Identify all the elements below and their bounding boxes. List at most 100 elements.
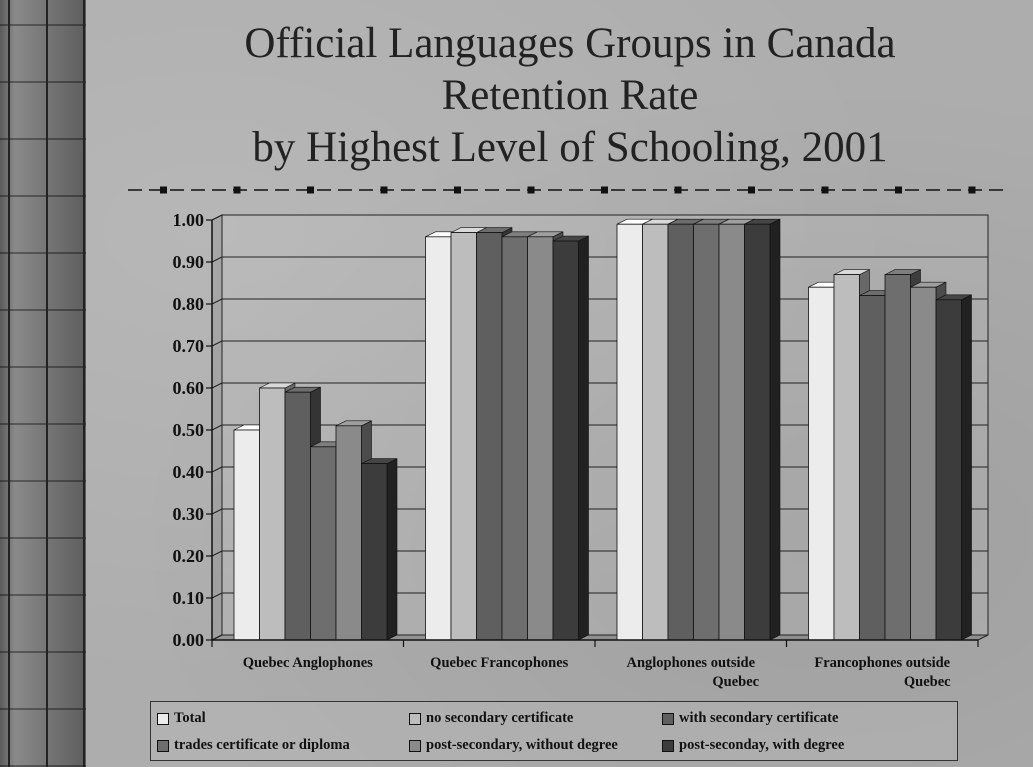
bar xyxy=(744,223,771,641)
x-tick-label: Quebec Anglophones xyxy=(243,655,373,671)
y-tick-label: 0.40 xyxy=(173,462,205,482)
x-tick-label: Francophones outside Quebec xyxy=(814,655,951,690)
legend-swatch xyxy=(157,739,169,752)
y-tick-label: 0.80 xyxy=(173,294,205,314)
bar-side xyxy=(769,218,781,641)
bar-side xyxy=(386,458,398,641)
divider-marker xyxy=(527,186,535,194)
legend-label: post-secondary, without degree xyxy=(426,737,618,753)
divider-marker xyxy=(307,186,314,194)
legend-item: post-seconday, with degree xyxy=(662,737,844,754)
gridline-depth xyxy=(211,550,223,557)
legend-label: with secondary certificate xyxy=(679,710,839,726)
y-tick-label: 0.20 xyxy=(173,546,205,566)
bar xyxy=(833,274,860,641)
x-tick-label-line: Anglophones outside xyxy=(626,655,755,671)
divider-marker xyxy=(895,186,902,194)
bar xyxy=(259,387,286,641)
gridline-depth xyxy=(211,424,223,431)
strip-line xyxy=(46,0,48,767)
bar-side xyxy=(578,235,589,641)
bar xyxy=(859,295,886,641)
legend-item: no secondary certificate xyxy=(409,710,573,727)
y-tick-label: 0.70 xyxy=(173,336,205,356)
legend-label: post-seconday, with degree xyxy=(679,737,845,753)
y-tick-label: 0.50 xyxy=(173,420,205,440)
legend-item: with secondary certificate xyxy=(662,710,838,727)
legend-label: trades certificate or diploma xyxy=(174,737,350,753)
gridline-depth xyxy=(211,214,223,221)
y-tick-label: 0.30 xyxy=(173,504,205,524)
y-tick-label: 0.00 xyxy=(173,630,205,650)
bar xyxy=(310,446,337,641)
bar xyxy=(425,236,452,641)
gridline-depth xyxy=(211,592,223,599)
gridline-depth xyxy=(211,298,223,305)
legend-item: trades certificate or diploma xyxy=(157,737,350,754)
gridline-depth xyxy=(211,508,223,515)
divider-marker xyxy=(821,186,829,194)
strip-line xyxy=(83,0,85,767)
divider-marker xyxy=(160,186,167,194)
legend-swatch xyxy=(662,712,674,725)
decorative-side-strip xyxy=(0,0,86,767)
divider-marker xyxy=(748,186,755,194)
x-tick-label-line: Quebec Anglophones xyxy=(243,655,373,671)
bar xyxy=(361,463,388,641)
legend-swatch xyxy=(409,712,421,725)
gridline-depth xyxy=(211,256,223,263)
title-line-2: Retention Rate xyxy=(441,72,699,119)
bar xyxy=(335,425,362,641)
x-tick-label-line: Quebec xyxy=(904,674,951,690)
bar xyxy=(642,223,669,641)
bar xyxy=(884,274,911,641)
gridline-depth xyxy=(211,466,223,473)
bar xyxy=(616,223,643,641)
divider-marker xyxy=(380,186,388,194)
bar xyxy=(935,299,962,641)
y-tick-label: 0.60 xyxy=(173,378,205,398)
divider-marker xyxy=(968,186,976,194)
x-tick-label: Quebec Francophones xyxy=(430,655,569,671)
gridline-depth xyxy=(211,634,223,641)
divider-marker xyxy=(233,186,241,194)
bar xyxy=(667,223,694,641)
bar xyxy=(718,223,745,641)
x-tick-label-line: Quebec Francophones xyxy=(430,655,569,671)
bar xyxy=(450,232,477,641)
bar xyxy=(552,240,579,641)
legend-label: no secondary certificate xyxy=(426,710,574,726)
legend-item: post-secondary, without degree xyxy=(409,737,618,754)
bar xyxy=(476,232,503,641)
title-line-3: by Highest Level of Schooling, 2001 xyxy=(252,124,888,171)
strip-line xyxy=(8,0,10,767)
legend-item: Total xyxy=(157,710,206,727)
y-tick-label: 1.00 xyxy=(173,210,205,230)
chart-legend: Total no secondary certificate with second… xyxy=(150,701,958,761)
slide-title: Official Languages Groups in Canada Rete… xyxy=(130,18,1010,174)
legend-label: Total xyxy=(174,710,206,726)
x-tick-label: Anglophones outside Quebec xyxy=(626,655,759,690)
divider-marker xyxy=(674,186,682,194)
gridline-depth xyxy=(211,340,223,347)
bar xyxy=(693,223,720,641)
x-tick-label-line: Quebec xyxy=(712,674,759,690)
divider-marker xyxy=(454,186,461,194)
y-tick-label: 0.90 xyxy=(173,252,205,272)
bar xyxy=(501,236,528,641)
title-divider xyxy=(128,186,1008,194)
legend-swatch xyxy=(662,739,674,752)
legend-swatch xyxy=(409,739,421,752)
bar xyxy=(910,286,937,641)
bar-side xyxy=(961,294,972,641)
legend-swatch xyxy=(157,712,169,725)
bar xyxy=(527,236,554,641)
bar xyxy=(284,391,311,641)
divider-marker xyxy=(601,186,608,194)
bar xyxy=(808,286,835,641)
gridline-depth xyxy=(211,382,223,389)
x-tick-label-line: Francophones outside xyxy=(814,655,950,671)
title-line-1: Official Languages Groups in Canada xyxy=(244,20,896,67)
bar xyxy=(233,429,260,641)
